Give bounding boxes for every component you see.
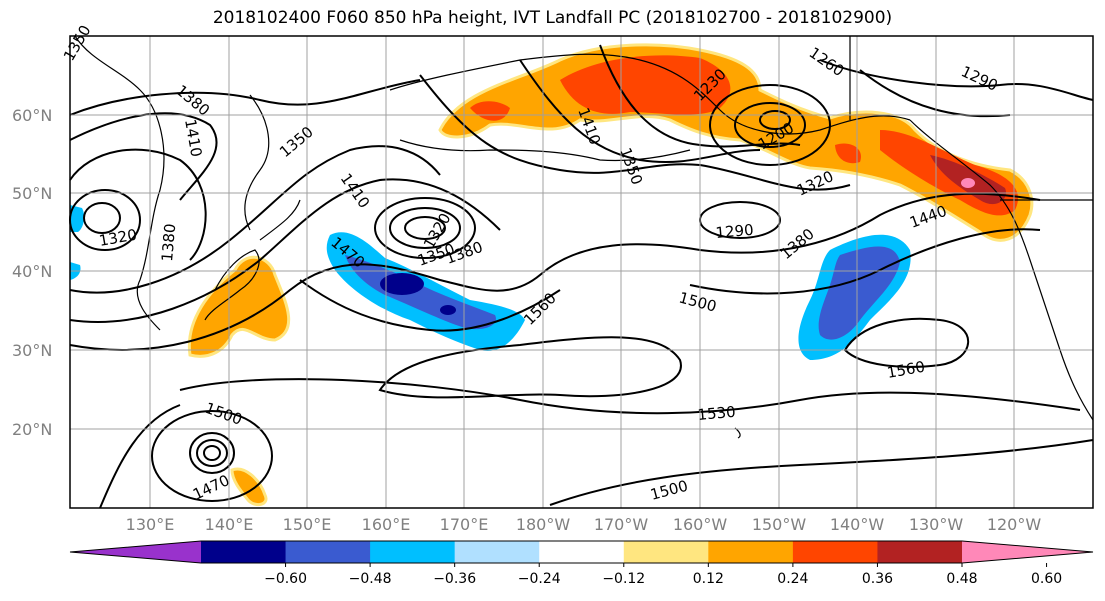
colorbar-segment — [285, 541, 371, 563]
longitude-labels: 130°E 140°E 150°E 160°E 170°E 180°W 170°… — [126, 515, 1042, 534]
contour-tc-1 — [189, 432, 235, 474]
contour-line — [179, 378, 1081, 415]
contour-line — [843, 317, 970, 368]
lon-label: 180°W — [516, 515, 571, 534]
colorbar-segment — [539, 541, 625, 563]
colorbar-tick-label: 0.48 — [946, 571, 977, 587]
map-title: 2018102400 F060 850 hPa height, IVT Land… — [212, 8, 893, 28]
negative-navy-core2 — [440, 305, 456, 315]
contour-line — [69, 148, 207, 261]
contour-line — [69, 178, 501, 323]
lon-label: 140°W — [830, 515, 885, 534]
coastline-alaska — [389, 53, 911, 135]
contour-tc-3 — [203, 445, 221, 461]
colorbar-extend-min — [70, 541, 201, 563]
contour-line — [859, 69, 1011, 118]
lon-label: 160°W — [673, 515, 728, 534]
negative-navy-core1 — [380, 273, 424, 295]
lat-label-30n: 30°N — [12, 341, 52, 360]
contour-line — [69, 79, 421, 116]
contour-line — [299, 279, 561, 332]
coastline-aleutians — [399, 139, 691, 162]
coastline-namerica — [909, 119, 1094, 421]
contour-low-central-3 — [404, 216, 446, 240]
colorbar-segment — [623, 541, 709, 563]
colorbar-segment — [454, 541, 540, 563]
lon-label: 150°W — [752, 515, 807, 534]
contour-low-central — [374, 197, 476, 259]
lon-label: 160°E — [362, 515, 411, 534]
colorbar-extend-max — [962, 541, 1093, 563]
contour-low-alaska — [709, 84, 831, 166]
lon-label: 130°E — [126, 515, 175, 534]
contour-line — [69, 192, 1041, 351]
colorbar-tick-label: 0.12 — [693, 571, 724, 587]
lon-label: 170°E — [440, 515, 489, 534]
height-contours — [69, 44, 1094, 509]
coastline-asia — [74, 35, 165, 331]
negative-blue-nwpac — [345, 255, 496, 330]
colorbar-tick-label: 0.36 — [862, 571, 893, 587]
colorbar-segment — [877, 541, 963, 563]
contour-low-alaska-3 — [759, 110, 791, 130]
positive-core-gulf — [835, 143, 861, 164]
colorbar: −0.60 −0.48 −0.36 −0.24 −0.12 0.12 0.24 0.36 0.4… — [69, 540, 1094, 587]
contour-low-alaska-2 — [734, 102, 806, 148]
colorbar-segment — [370, 541, 456, 563]
contour-line — [99, 404, 181, 509]
colorbar-segment — [201, 541, 287, 563]
colorbar-tick-label: 0.24 — [777, 571, 808, 587]
contour-low-central-2 — [389, 207, 461, 249]
colorbar-tick-label: −0.12 — [602, 571, 645, 587]
colorbar-tick-label: −0.60 — [264, 571, 307, 587]
colorbar-tick-label: −0.24 — [518, 571, 561, 587]
colorbar-tick-label: 0.60 — [1031, 571, 1062, 587]
contour-line — [519, 59, 761, 164]
latitude-labels: 60°N 50°N 40°N 30°N 20°N — [12, 106, 52, 439]
gridlines — [70, 36, 1093, 508]
contour-label: 1530 — [697, 403, 737, 424]
positive-region-tropical — [230, 467, 268, 507]
coastline-kamchatka — [244, 94, 270, 231]
lon-label: 130°W — [909, 515, 964, 534]
positive-pink-bc — [961, 178, 975, 188]
coastline-kuriles — [259, 199, 301, 241]
lon-label: 170°W — [594, 515, 649, 534]
colorbar-segment — [792, 541, 878, 563]
colorbar-tick-label: −0.48 — [349, 571, 392, 587]
colorbar-tick-label: −0.36 — [433, 571, 476, 587]
lat-label-20n: 20°N — [12, 420, 52, 439]
lat-label-50n: 50°N — [12, 184, 52, 203]
lat-label-60n: 60°N — [12, 106, 52, 125]
lat-label-40n: 40°N — [12, 262, 52, 281]
contour-label: 1380 — [158, 223, 179, 263]
lon-label: 150°E — [283, 515, 332, 534]
map-frame — [69, 35, 1094, 509]
positive-core-alaska — [560, 55, 731, 115]
lon-label: 140°E — [205, 515, 254, 534]
contour-line — [549, 439, 1094, 506]
contour-low-west-inner — [83, 202, 121, 234]
contour-label: 1290 — [715, 221, 755, 242]
colorbar-segment — [708, 541, 794, 563]
contour-line — [69, 112, 218, 201]
colorbar-outline — [69, 540, 1094, 564]
lon-label: 120°W — [987, 515, 1042, 534]
contour-tc-outer — [151, 410, 273, 502]
contour-line — [69, 145, 441, 294]
positive-core-ak2 — [470, 101, 510, 121]
contour-line — [689, 228, 1041, 295]
negative-region-west-edge — [70, 205, 85, 232]
contour-tc-2 — [196, 439, 228, 467]
contour-line — [419, 74, 851, 191]
